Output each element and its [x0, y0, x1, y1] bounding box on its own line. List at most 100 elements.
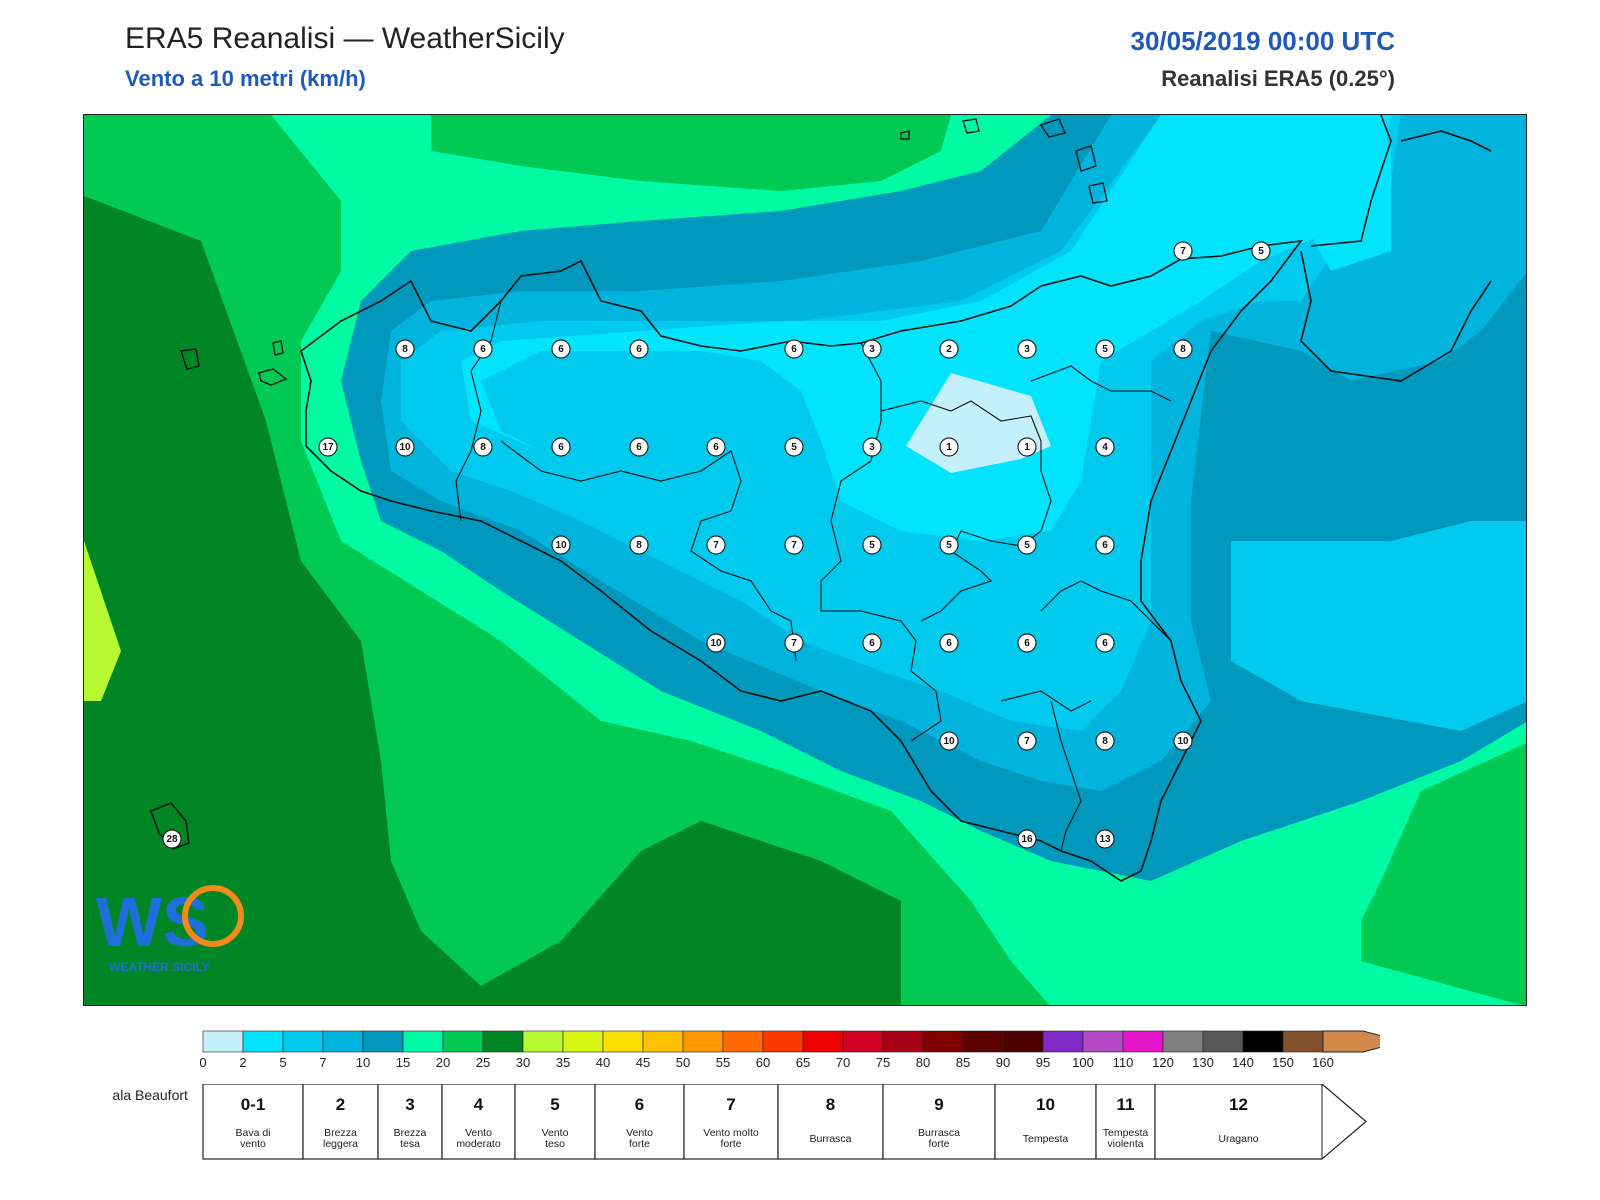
wind-marker-circle: [706, 633, 726, 653]
wind-speed-value: 7: [791, 540, 797, 551]
wind-map[interactable]: 7 5 8 6 6 6 6 3 2 3 5 8 17 10 8 6 6 6 5 3 1 1 4 10 8 7 7 5 5 5 6 10 7 6 6 6…: [83, 114, 1527, 1006]
wind-speed-value: 1: [1024, 442, 1030, 453]
beaufort-description: Vento molto forte: [703, 1127, 759, 1150]
beaufort-box: 0-1 Bava di vento: [202, 1084, 304, 1160]
beaufort-box: 12 Uragano: [1154, 1084, 1367, 1160]
wind-speed-value: 5: [1102, 344, 1108, 355]
wind-speed-marker: 7: [1017, 731, 1037, 751]
egadi-island: [258, 368, 288, 386]
beaufort-boxes: 0-1 Bava di vento 2 Brezza leggera 3 Brezza tesa…: [202, 1084, 1367, 1160]
wind-marker-circle: [784, 339, 804, 359]
province-border: [1050, 700, 1082, 852]
aeolian-island: [1088, 182, 1108, 204]
wind-speed-marker: 6: [629, 437, 649, 457]
wind-speed-marker: 8: [395, 339, 415, 359]
wind-marker-circle: [551, 437, 571, 457]
pantelleria-island: [150, 802, 190, 850]
wind-speed-value: 6: [480, 344, 486, 355]
wind-marker-circle: [1095, 633, 1115, 653]
wind-marker-circle: [939, 535, 959, 555]
wind-speed-value: 8: [480, 442, 486, 453]
wind-speed-marker: 17: [318, 437, 338, 457]
wind-speed-value: 7: [713, 540, 719, 551]
wind-marker-circle: [1095, 437, 1115, 457]
colorbar-swatch: [762, 1030, 804, 1053]
beaufort-number: 11: [1117, 1095, 1135, 1114]
colorbar-swatch: [202, 1030, 244, 1053]
wind-marker-circle: [1173, 241, 1193, 261]
wind-marker-circle: [862, 437, 882, 457]
wind-speed-value: 7: [1180, 246, 1186, 257]
wind-speed-marker: 10: [1173, 731, 1193, 751]
beaufort-number: 0-1: [241, 1095, 266, 1114]
colorbar-tick-label: 0: [200, 1055, 207, 1070]
page-title: ERA5 Reanalisi — WeatherSicily: [125, 22, 565, 55]
colorbar-swatch: [1042, 1030, 1084, 1053]
wind-speed-marker: 6: [551, 339, 571, 359]
wind-speed-marker: 6: [1095, 633, 1115, 653]
colorbar-swatch: [922, 1030, 964, 1053]
wind-speed-value: 6: [1102, 540, 1108, 551]
wind-marker-circle: [784, 535, 804, 555]
beaufort-box-frame: [994, 1084, 1097, 1160]
wind-speed-marker: 8: [473, 437, 493, 457]
wind-marker-circle: [629, 339, 649, 359]
beaufort-box-frame: [1154, 1084, 1367, 1160]
colorbar-swatch: [1002, 1030, 1044, 1053]
beaufort-box-frame: [441, 1084, 516, 1160]
aeolian-island: [1039, 118, 1066, 138]
wind-speed-marker: 7: [784, 535, 804, 555]
colorbar-tick-label: 85: [956, 1055, 970, 1070]
province-border: [1030, 365, 1172, 402]
wind-speed-value: 10: [399, 442, 411, 453]
wind-speed-value: 6: [791, 344, 797, 355]
colorbar-tick-label: 7: [319, 1055, 326, 1070]
wind-speed-marker: 10: [939, 731, 959, 751]
colorbar-tick-label: 65: [796, 1055, 810, 1070]
colorbar-swatch: [1202, 1030, 1244, 1053]
wind-speed-marker: 7: [706, 535, 726, 555]
wind-speed-marker: 10: [395, 437, 415, 457]
wind-marker-circle: [862, 339, 882, 359]
colorbar-tick-label: 90: [996, 1055, 1010, 1070]
wind-speed-value: 10: [943, 736, 955, 747]
wind-speed-value: 17: [322, 442, 334, 453]
wind-speed-marker: 3: [1017, 339, 1037, 359]
colorbar-swatch: [602, 1030, 644, 1053]
wind-marker-circle: [162, 829, 182, 849]
aeolian-island: [1075, 145, 1097, 172]
wind-speed-marker: 1: [1017, 437, 1037, 457]
beaufort-number: 9: [934, 1095, 943, 1114]
beaufort-box: 5 Vento teso: [514, 1084, 596, 1160]
wind-speed-marker: 10: [551, 535, 571, 555]
beaufort-box-frame: [594, 1084, 685, 1160]
colorbar-tick-label: 50: [676, 1055, 690, 1070]
wind-speed-value: 28: [166, 834, 178, 845]
colorbar-tick-label: 20: [436, 1055, 450, 1070]
wind-speed-marker: 8: [1173, 339, 1193, 359]
beaufort-number: 7: [726, 1095, 735, 1114]
colorbar-tick-label: 15: [396, 1055, 410, 1070]
wind-speed-value: 1: [946, 442, 952, 453]
band-25-30: [84, 196, 901, 1005]
colorbar-tick-label: 2: [239, 1055, 246, 1070]
wind-marker-circle: [473, 437, 493, 457]
colorbar-swatch: [682, 1030, 724, 1053]
colorbar-swatch: [962, 1030, 1004, 1053]
egadi-island: [180, 348, 200, 370]
wind-speed-value: 5: [1258, 246, 1264, 257]
wind-marker-circle: [1095, 339, 1115, 359]
wind-marker-circle: [395, 437, 415, 457]
wind-speed-value: 8: [1102, 736, 1108, 747]
beaufort-number: 6: [635, 1095, 644, 1114]
beaufort-description: Brezza tesa: [394, 1127, 427, 1150]
beaufort-number: 2: [336, 1095, 345, 1114]
beaufort-box-frame: [302, 1084, 379, 1160]
beaufort-description: Tempesta: [1023, 1133, 1069, 1145]
beaufort-box: 7 Vento molto forte: [683, 1084, 779, 1160]
wind-speed-value: 8: [1180, 344, 1186, 355]
wind-speed-marker: 6: [939, 633, 959, 653]
beaufort-number: 8: [826, 1095, 835, 1114]
wind-speed-marker: 5: [939, 535, 959, 555]
beaufort-description: Vento teso: [542, 1127, 569, 1150]
